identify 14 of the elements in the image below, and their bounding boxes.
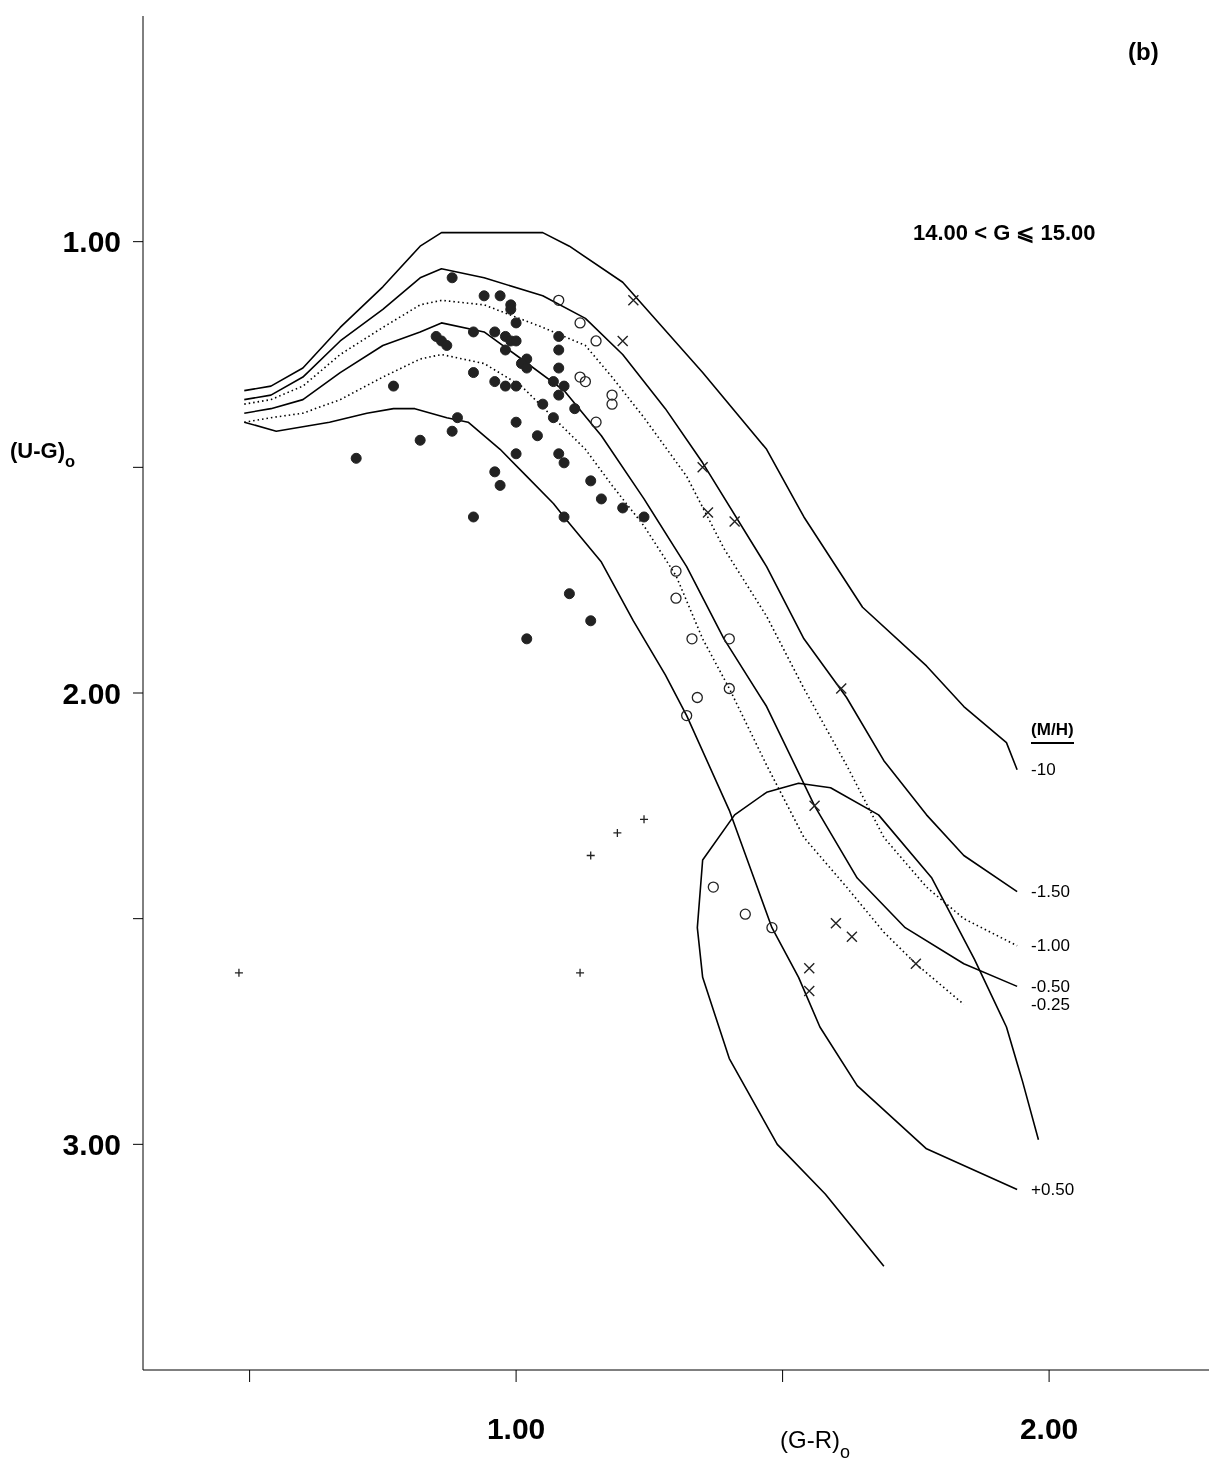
series-label: +0.50 (1031, 1179, 1075, 1199)
annotation: (b) (1128, 38, 1159, 66)
legend-label: -10 (1031, 760, 1056, 780)
y-tick-label: 1.00 (62, 225, 121, 259)
annotation: 14.00 < G ⩽ 15.00 (913, 220, 1096, 246)
series-label: -1.50 (1031, 882, 1070, 902)
text: -0.25 (1031, 994, 1070, 1014)
series-label: -0.50 (1031, 976, 1070, 996)
y-tick-label: 3.00 (62, 1127, 121, 1161)
y-axis-title: (U-G)$_{o}$ (10, 438, 76, 470)
y-tick-label: 2.00 (62, 676, 121, 710)
legend-title: (M/H) (1031, 720, 1074, 744)
x-axis-title: (G-R)$_{o}$ (780, 1426, 850, 1462)
series-label: -1.00 (1031, 936, 1070, 956)
